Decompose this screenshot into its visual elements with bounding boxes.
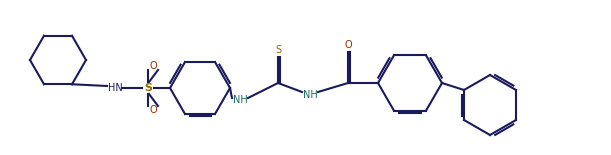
Text: S: S	[144, 83, 152, 93]
Text: NH: NH	[302, 90, 317, 100]
Text: S: S	[275, 45, 281, 55]
Text: HN: HN	[108, 83, 122, 93]
Text: NH: NH	[233, 95, 247, 105]
Text: O: O	[149, 61, 157, 71]
Text: O: O	[344, 40, 352, 50]
Text: O: O	[149, 105, 157, 115]
